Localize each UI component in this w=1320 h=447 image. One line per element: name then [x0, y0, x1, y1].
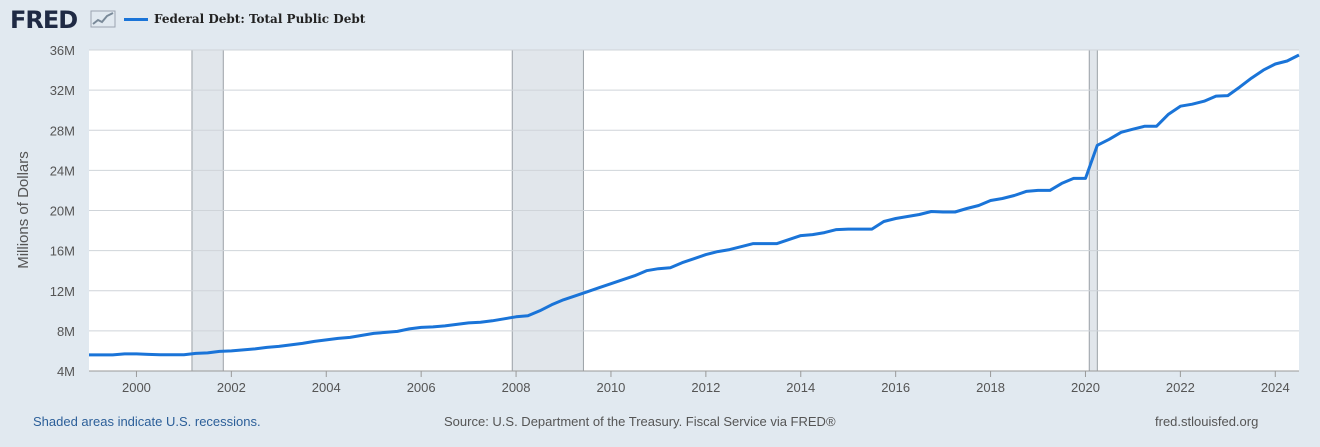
- x-tick-label: 2024: [1261, 380, 1290, 395]
- legend-series-label: Federal Debt: Total Public Debt: [154, 12, 366, 26]
- y-axis-tick-labels: 4M 8M 12M 16M 20M 24M 28M 32M 36M: [50, 43, 75, 379]
- y-tick-label: 36M: [50, 43, 75, 58]
- x-tick-label: 2016: [881, 380, 910, 395]
- fred-logo-graph-icon: [90, 10, 116, 28]
- x-tick-label: 2000: [122, 380, 151, 395]
- y-tick-label: 32M: [50, 83, 75, 98]
- y-axis-title: Millions of Dollars: [15, 151, 32, 269]
- x-tick-label: 2018: [976, 380, 1005, 395]
- chart-legend[interactable]: Federal Debt: Total Public Debt: [124, 12, 365, 26]
- source-note: Source: U.S. Department of the Treasury.…: [444, 414, 836, 429]
- x-tick-label: 2010: [596, 380, 625, 395]
- y-tick-label: 12M: [50, 284, 75, 299]
- x-axis-tick-labels: 2000 2002 2004 2006 2008 2010 2012 2014 2016 2018…: [89, 370, 1299, 395]
- y-tick-label: 28M: [50, 123, 75, 138]
- fred-logo[interactable]: FRED: [10, 6, 78, 34]
- y-tick-label: 8M: [57, 324, 75, 339]
- series-line-federal-debt[interactable]: [89, 53, 1300, 357]
- x-tick-label: 2004: [312, 380, 341, 395]
- x-tick-label: 2014: [786, 380, 815, 395]
- site-link[interactable]: fred.stlouisfed.org: [1155, 414, 1259, 429]
- y-tick-label: 16M: [50, 244, 75, 259]
- chart-header: FRED Federal Debt: Total Public Debt: [0, 0, 1320, 40]
- x-tick-label: 2012: [691, 380, 720, 395]
- x-tick-label: 2022: [1166, 380, 1195, 395]
- x-tick-label: 2020: [1071, 380, 1100, 395]
- recession-note: Shaded areas indicate U.S. recessions.: [33, 414, 261, 429]
- y-tick-label: 4M: [57, 364, 75, 379]
- legend-line-swatch: [124, 17, 148, 21]
- y-tick-label: 24M: [50, 163, 75, 178]
- x-tick-label: 2006: [407, 380, 436, 395]
- y-tick-label: 20M: [50, 204, 75, 219]
- x-tick-label: 2002: [217, 380, 246, 395]
- x-tick-label: 2008: [502, 380, 531, 395]
